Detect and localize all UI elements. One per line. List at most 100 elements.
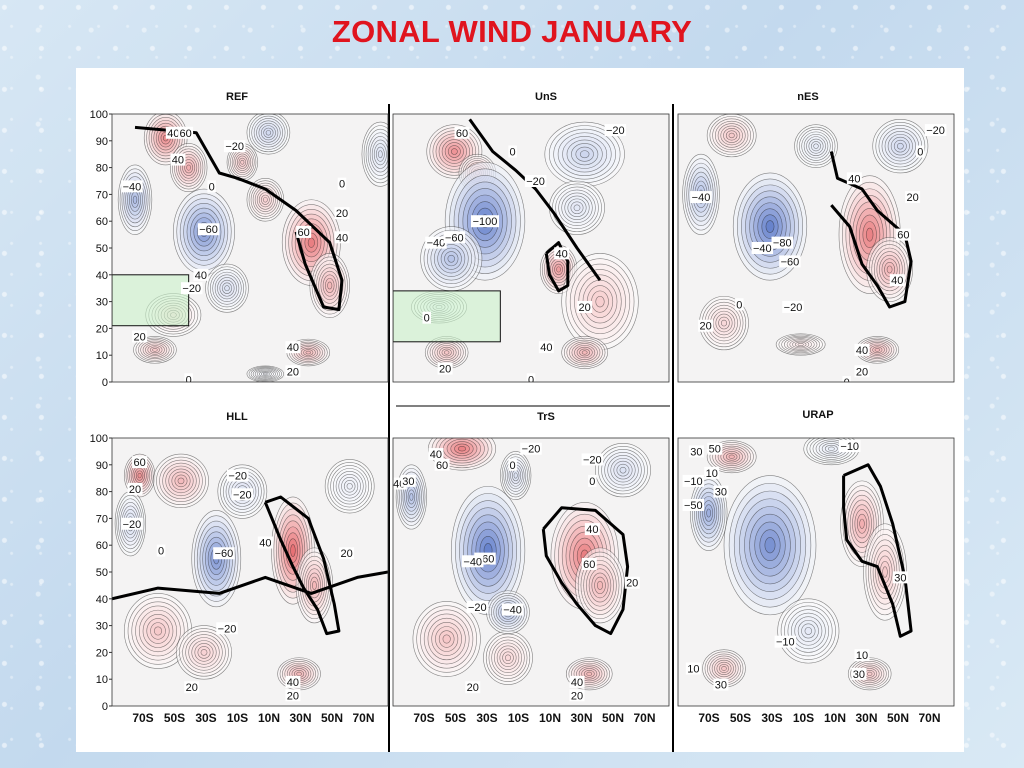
contour-label-bg [854, 343, 870, 356]
contour-label: −20 [526, 176, 545, 188]
contour-label-bg [434, 458, 450, 471]
contour-label-bg [779, 255, 801, 268]
contour-label: −40 [503, 605, 522, 617]
zero-wind-contour [842, 463, 913, 638]
x-tick-label: 50N [602, 711, 624, 725]
x-tick-label: 70S [132, 711, 153, 725]
wind-westerly-blob [395, 464, 428, 530]
contour-label-bg [924, 124, 947, 137]
contour-label: 0 [158, 546, 164, 558]
contour-level [457, 446, 467, 452]
contour-label: −60 [781, 256, 800, 268]
contour-label-bg [624, 576, 640, 589]
contour-label-bg [688, 445, 704, 458]
contour-label: 30 [853, 669, 865, 681]
contour-level [153, 626, 163, 636]
contour-label: −10 [840, 441, 859, 453]
panel-title: nES [797, 91, 818, 103]
contour-label: 40 [172, 155, 184, 167]
x-tick-label: 30N [855, 711, 877, 725]
contour-label: 30 [690, 446, 702, 458]
contour-label: 50 [709, 444, 721, 456]
contour-label: 0 [186, 374, 192, 386]
contour-label-bg [428, 448, 444, 461]
contour-label-bg [337, 177, 347, 190]
contour-label-bg [682, 474, 705, 487]
contour-level [200, 649, 208, 656]
x-tick-label: 50S [730, 711, 751, 725]
contour-label-bg [184, 681, 200, 694]
wind-westerly-blob [117, 164, 153, 235]
contour-label: −60 [199, 224, 218, 236]
contour-level [442, 634, 451, 644]
contour-label: 20 [579, 302, 591, 314]
contour-label-bg [156, 544, 166, 557]
contour-label: 20 [856, 366, 868, 378]
contour-label-bg [223, 140, 246, 153]
contour-label-bg [581, 453, 604, 466]
wind-westerly-blob [450, 485, 526, 616]
contour-level [813, 143, 819, 149]
contour-level [377, 150, 383, 159]
contour-label: 40 [167, 128, 179, 140]
contour-label: 40 [586, 524, 598, 536]
contour-label-bg [698, 319, 714, 332]
y-tick-label: 40 [96, 270, 108, 282]
contour-label-bg [285, 365, 301, 378]
contour-label-bg [216, 622, 238, 635]
contour-label-bg [334, 231, 350, 244]
contour-label-bg [713, 485, 729, 498]
contour-label: 40 [259, 538, 271, 550]
contour-label: 20 [571, 690, 583, 702]
contour-label: 40 [336, 232, 348, 244]
contour-label: 60 [133, 457, 145, 469]
contour-level [586, 671, 593, 676]
wind-westerly-blob [777, 598, 840, 664]
y-tick-label: 80 [96, 163, 108, 175]
contour-level [721, 666, 727, 671]
contour-label: 40 [556, 248, 568, 260]
y-tick-label: 90 [96, 460, 108, 472]
contour-level [346, 482, 353, 490]
contour-label-bg [554, 247, 570, 260]
contour-label-bg [916, 145, 925, 158]
x-tick-label: 10N [539, 711, 561, 725]
wind-westerly-blob [872, 119, 929, 174]
zero-wind-contour [263, 495, 341, 636]
contour-label: 20 [699, 321, 711, 333]
contour-label: −20 [233, 489, 252, 501]
contour-label: 20 [906, 192, 918, 204]
contour-label-bg [231, 488, 254, 501]
panel-title: URAP [802, 409, 833, 421]
wind-westerly-blob [361, 121, 388, 187]
contour-label-bg [524, 175, 547, 187]
contour-label: 10 [687, 663, 699, 675]
x-tick-label: 50S [445, 711, 466, 725]
y-tick-label: 0 [102, 377, 108, 389]
panel-frame [392, 113, 670, 383]
contour-label: 40 [571, 677, 583, 689]
contour-level [728, 454, 735, 459]
y-tick-label: 60 [96, 540, 108, 552]
contour-label: 20 [287, 690, 299, 702]
contour-label-bg [584, 523, 600, 536]
x-tick-label: 10S [793, 711, 814, 725]
y-tick-label: 100 [90, 109, 108, 121]
y-tick-label: 100 [90, 433, 108, 445]
contour-label-bg [707, 442, 723, 455]
contour-level [556, 266, 561, 273]
slide-title: ZONAL WIND JANUARY [331, 14, 693, 49]
contour-label-bg [854, 365, 870, 378]
contour-label-bg [501, 603, 524, 616]
contour-label-bg [771, 236, 794, 249]
x-tick-label: 30N [570, 711, 592, 725]
contour-label-bg [892, 571, 908, 584]
contour-label-bg [339, 547, 355, 560]
contour-label: 40 [848, 173, 860, 185]
contour-label: 20 [186, 682, 198, 694]
wind-easterly-blob [706, 114, 757, 158]
contour-level [290, 544, 296, 557]
contour-level [595, 295, 605, 308]
contour-label-bg [685, 662, 701, 675]
